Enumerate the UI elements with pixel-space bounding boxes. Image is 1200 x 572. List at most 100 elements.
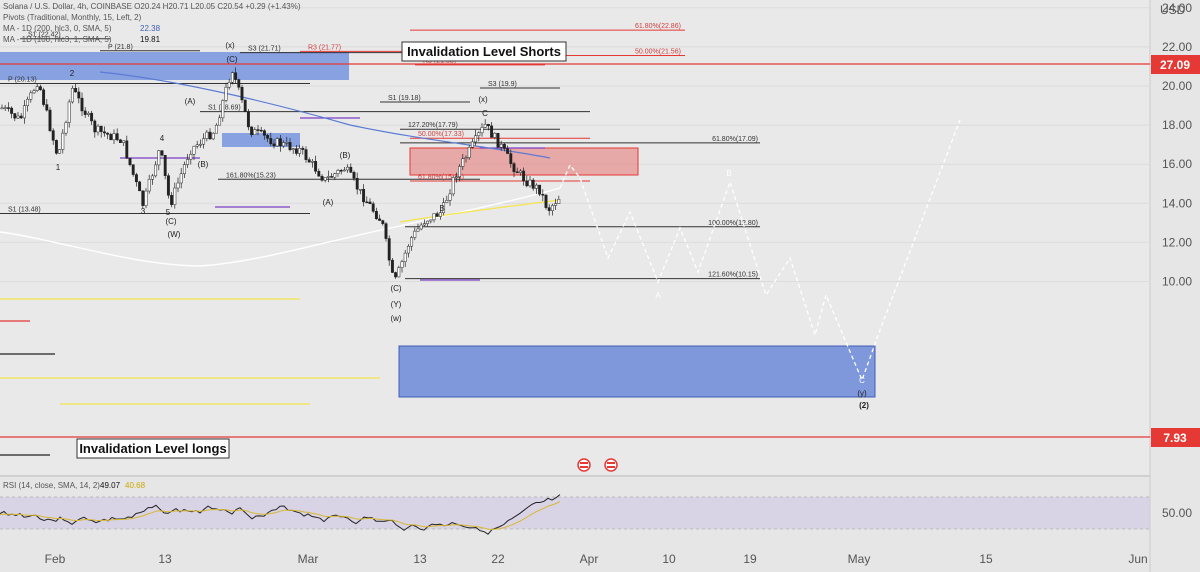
candle bbox=[131, 164, 135, 175]
level-label: S1 (18.69) bbox=[208, 105, 241, 112]
candle bbox=[477, 132, 481, 136]
level-label: 121.60%(10.15) bbox=[708, 272, 758, 279]
wave-label: A bbox=[655, 291, 661, 300]
candle bbox=[205, 131, 209, 139]
level-label: S3 (19.9) bbox=[488, 81, 517, 88]
candle bbox=[326, 176, 330, 178]
y-tick-label: 16.00 bbox=[1162, 157, 1192, 171]
us-flag-icon[interactable] bbox=[577, 458, 591, 472]
candle bbox=[390, 259, 394, 273]
candle bbox=[550, 205, 554, 211]
candle bbox=[330, 176, 334, 178]
wave-label: (A) bbox=[185, 97, 196, 106]
candle bbox=[109, 134, 113, 141]
candle bbox=[42, 89, 46, 105]
header-ma100: MA - 1D (100, hlc3, 1, SMA, 5) bbox=[3, 35, 112, 44]
candle bbox=[400, 261, 404, 268]
candle bbox=[515, 171, 519, 174]
candle bbox=[154, 164, 158, 177]
header-symbol: Solana / U.S. Dollar, 4h, COINBASE O20.2… bbox=[3, 2, 301, 11]
candle bbox=[208, 131, 212, 140]
level-label: S1 (13.48) bbox=[8, 206, 41, 213]
candle bbox=[509, 153, 513, 164]
candle bbox=[35, 86, 39, 91]
candle bbox=[371, 203, 375, 212]
candle bbox=[157, 150, 161, 166]
candle bbox=[80, 97, 84, 112]
level-label: 50.00%(17.33) bbox=[418, 131, 464, 138]
candle bbox=[74, 87, 78, 93]
level-label: 100.00%(12.80) bbox=[708, 220, 758, 227]
x-tick-label: 13 bbox=[413, 552, 427, 566]
us-flag-icon[interactable] bbox=[604, 458, 618, 472]
wave-label: (w) bbox=[390, 314, 401, 323]
candle bbox=[368, 201, 372, 204]
candle bbox=[214, 124, 218, 134]
level-label: S1 (22.42) bbox=[28, 32, 61, 39]
candle bbox=[547, 207, 551, 211]
candle bbox=[352, 172, 356, 179]
candle bbox=[266, 135, 270, 139]
rsi-line bbox=[0, 494, 561, 535]
candle bbox=[150, 175, 154, 180]
annotation-shorts: Invalidation Level Shorts bbox=[401, 41, 567, 62]
level-label: 161.80%(15.23) bbox=[226, 172, 276, 179]
header-ma200: MA - 1D (200, hlc3, 0, SMA, 5) bbox=[3, 24, 112, 33]
candle bbox=[486, 123, 490, 127]
candle bbox=[211, 132, 215, 140]
y-tick-label: 18.00 bbox=[1162, 118, 1192, 132]
candle bbox=[160, 150, 164, 156]
wave-label: B bbox=[726, 169, 731, 178]
candle bbox=[0, 107, 4, 110]
annotation-longs: Invalidation Level longs bbox=[76, 438, 230, 459]
x-tick-label: 19 bbox=[743, 552, 757, 566]
candle bbox=[317, 171, 321, 177]
candle bbox=[339, 170, 343, 172]
candle bbox=[310, 161, 314, 163]
candle bbox=[221, 100, 225, 119]
x-tick-label: 15 bbox=[979, 552, 993, 566]
x-axis: Feb 13 Mar 13 22 Apr 10 19 May 15 Jun bbox=[45, 552, 1148, 566]
candle bbox=[406, 245, 410, 254]
annotation-longs-text: Invalidation Level longs bbox=[79, 441, 226, 456]
candle bbox=[240, 87, 244, 101]
candle bbox=[528, 179, 532, 187]
candle bbox=[19, 115, 23, 119]
candle bbox=[253, 129, 257, 136]
candle bbox=[432, 213, 436, 221]
rsi-tick: 50.00 bbox=[1162, 506, 1192, 520]
candle bbox=[314, 161, 318, 172]
y-tick-label: 12.00 bbox=[1162, 235, 1192, 249]
candle bbox=[282, 142, 286, 147]
price-tag-top-text: 27.09 bbox=[1160, 58, 1190, 72]
rsi-band bbox=[0, 497, 1150, 529]
candle bbox=[419, 224, 423, 230]
candle bbox=[128, 157, 132, 165]
candle bbox=[3, 107, 7, 109]
candle bbox=[362, 188, 366, 203]
candle bbox=[29, 92, 33, 100]
wave-label: 1 bbox=[56, 163, 61, 172]
candle bbox=[451, 177, 455, 195]
x-tick-label: Mar bbox=[298, 552, 319, 566]
wave-label: 2 bbox=[70, 69, 75, 78]
candle bbox=[58, 149, 62, 154]
candle bbox=[272, 143, 276, 147]
candle bbox=[186, 159, 190, 165]
candle bbox=[262, 130, 266, 136]
candle bbox=[38, 86, 42, 91]
candle bbox=[490, 125, 494, 138]
candle bbox=[483, 123, 487, 128]
price-tag-top: 27.09 bbox=[1151, 55, 1200, 74]
candle bbox=[534, 184, 538, 189]
candle bbox=[413, 230, 417, 238]
candle bbox=[64, 122, 68, 134]
candle bbox=[496, 132, 500, 148]
x-tick-label: 22 bbox=[491, 552, 505, 566]
candle bbox=[323, 177, 327, 181]
candle bbox=[32, 90, 36, 94]
candle bbox=[454, 176, 458, 178]
candle bbox=[166, 175, 170, 196]
candle bbox=[99, 125, 103, 132]
